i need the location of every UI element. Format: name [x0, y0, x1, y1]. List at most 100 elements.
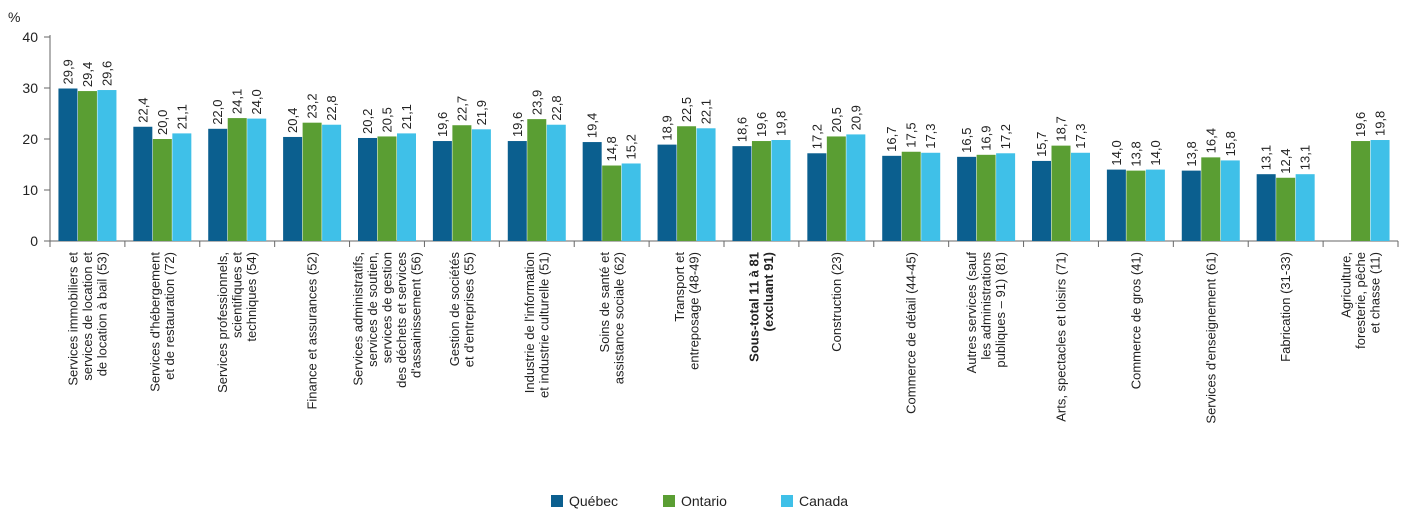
category-label: services de gestion	[380, 252, 395, 363]
legend-swatch	[781, 495, 793, 507]
bar	[208, 128, 228, 241]
value-label: 22,0	[210, 99, 225, 124]
value-label: 24,1	[230, 89, 245, 114]
value-label: 15,8	[1223, 131, 1238, 156]
value-label: 22,8	[324, 95, 339, 120]
bar	[471, 129, 491, 241]
value-label: 22,5	[679, 97, 694, 122]
value-label: 23,2	[305, 93, 320, 118]
value-label: 16,5	[959, 128, 974, 153]
bar	[846, 134, 866, 241]
category-label: Services d'enseignement (61)	[1203, 252, 1218, 424]
category-label: les administrations	[979, 252, 994, 360]
category-label: Sous-total 11 à 81	[747, 252, 762, 362]
category-label: Services administratifs,	[351, 252, 366, 386]
legend-swatch	[663, 495, 675, 507]
value-label: 20,4	[285, 108, 300, 133]
category-label: techniques (54)	[244, 252, 259, 342]
value-label: 29,9	[60, 59, 75, 84]
value-label: 20,0	[155, 110, 170, 135]
category-label: services de soutien,	[365, 252, 380, 367]
bar	[976, 154, 996, 241]
value-label: 21,9	[474, 100, 489, 125]
bar	[1370, 140, 1390, 241]
y-tick-label: 10	[22, 182, 38, 198]
category-label: Services d'hébergement	[148, 252, 163, 392]
value-label: 14,8	[604, 136, 619, 161]
value-label: 20,5	[380, 107, 395, 132]
bar	[771, 140, 791, 241]
value-label: 29,4	[80, 62, 95, 87]
category-label: foresterie, pêche	[1353, 252, 1368, 349]
value-label: 16,4	[1203, 128, 1218, 153]
value-label: 15,2	[624, 134, 639, 159]
bar	[172, 133, 192, 241]
category-label: Construction (23)	[829, 252, 844, 352]
bar	[77, 91, 97, 241]
bar	[1220, 160, 1240, 241]
value-label: 19,4	[585, 113, 600, 138]
category-label: Finance et assurances (52)	[305, 252, 320, 410]
bar	[901, 151, 921, 241]
bar	[507, 141, 527, 241]
y-axis-unit-label: %	[8, 9, 20, 25]
bar	[807, 153, 827, 241]
category-label: Transport et	[672, 252, 687, 322]
legend-label: Québec	[569, 493, 618, 509]
bar	[1276, 177, 1296, 241]
value-label: 19,6	[1353, 112, 1368, 137]
category-label: Commerce de détail (44-45)	[904, 252, 919, 414]
category-label: Arts, spectacles et loisirs (71)	[1054, 252, 1069, 422]
value-label: 20,2	[360, 109, 375, 134]
value-label: 22,7	[454, 96, 469, 121]
value-label: 19,6	[435, 112, 450, 137]
value-label: 24,0	[249, 89, 264, 114]
bar	[996, 153, 1016, 241]
category-label: Autres services (sauf	[964, 252, 979, 374]
bar	[1106, 169, 1126, 241]
bar	[621, 163, 641, 241]
bar	[1351, 141, 1371, 241]
value-label: 18,6	[734, 117, 749, 142]
bar	[602, 165, 622, 241]
category-label: et chasse (11)	[1368, 252, 1383, 333]
bar	[1201, 157, 1221, 241]
value-label: 19,8	[773, 111, 788, 136]
y-tick-label: 20	[22, 131, 38, 147]
bar	[1032, 160, 1051, 241]
value-label: 17,2	[809, 124, 824, 149]
legend-label: Ontario	[681, 493, 727, 509]
legend-label: Canada	[799, 493, 848, 509]
category-label: Industrie de l'information	[522, 252, 537, 393]
value-label: 14,0	[1109, 140, 1124, 165]
value-label: 17,3	[1073, 123, 1088, 148]
bar	[397, 133, 416, 241]
category-label: Soins de santé et	[597, 252, 612, 353]
bar	[921, 152, 941, 241]
value-label: 13,8	[1184, 141, 1199, 166]
category-label: Fabrication (31-33)	[1278, 252, 1293, 362]
category-label: d'assainissement (56)	[409, 252, 424, 378]
bar	[152, 139, 172, 241]
category-label: des déchets et services	[394, 252, 409, 388]
category-label: services de location et	[80, 252, 95, 381]
value-label: 21,1	[399, 104, 414, 129]
bar	[732, 146, 752, 241]
legend: Québec Ontario Canada	[551, 493, 848, 509]
category-label: (excluant 91)	[761, 252, 776, 331]
bar	[97, 90, 117, 241]
axes: 0 10 20 30 40	[22, 29, 1399, 249]
value-label: 22,1	[699, 99, 714, 124]
bar	[247, 118, 267, 241]
bar	[882, 155, 902, 241]
value-label: 17,5	[904, 122, 919, 147]
bar	[283, 136, 303, 241]
bar	[546, 124, 566, 241]
y-tick-label: 30	[22, 80, 38, 96]
category-label: assistance sociale (62)	[611, 252, 626, 384]
bar	[826, 136, 846, 241]
bar	[1051, 145, 1071, 241]
value-label: 18,9	[660, 115, 675, 140]
bar	[1295, 174, 1315, 241]
